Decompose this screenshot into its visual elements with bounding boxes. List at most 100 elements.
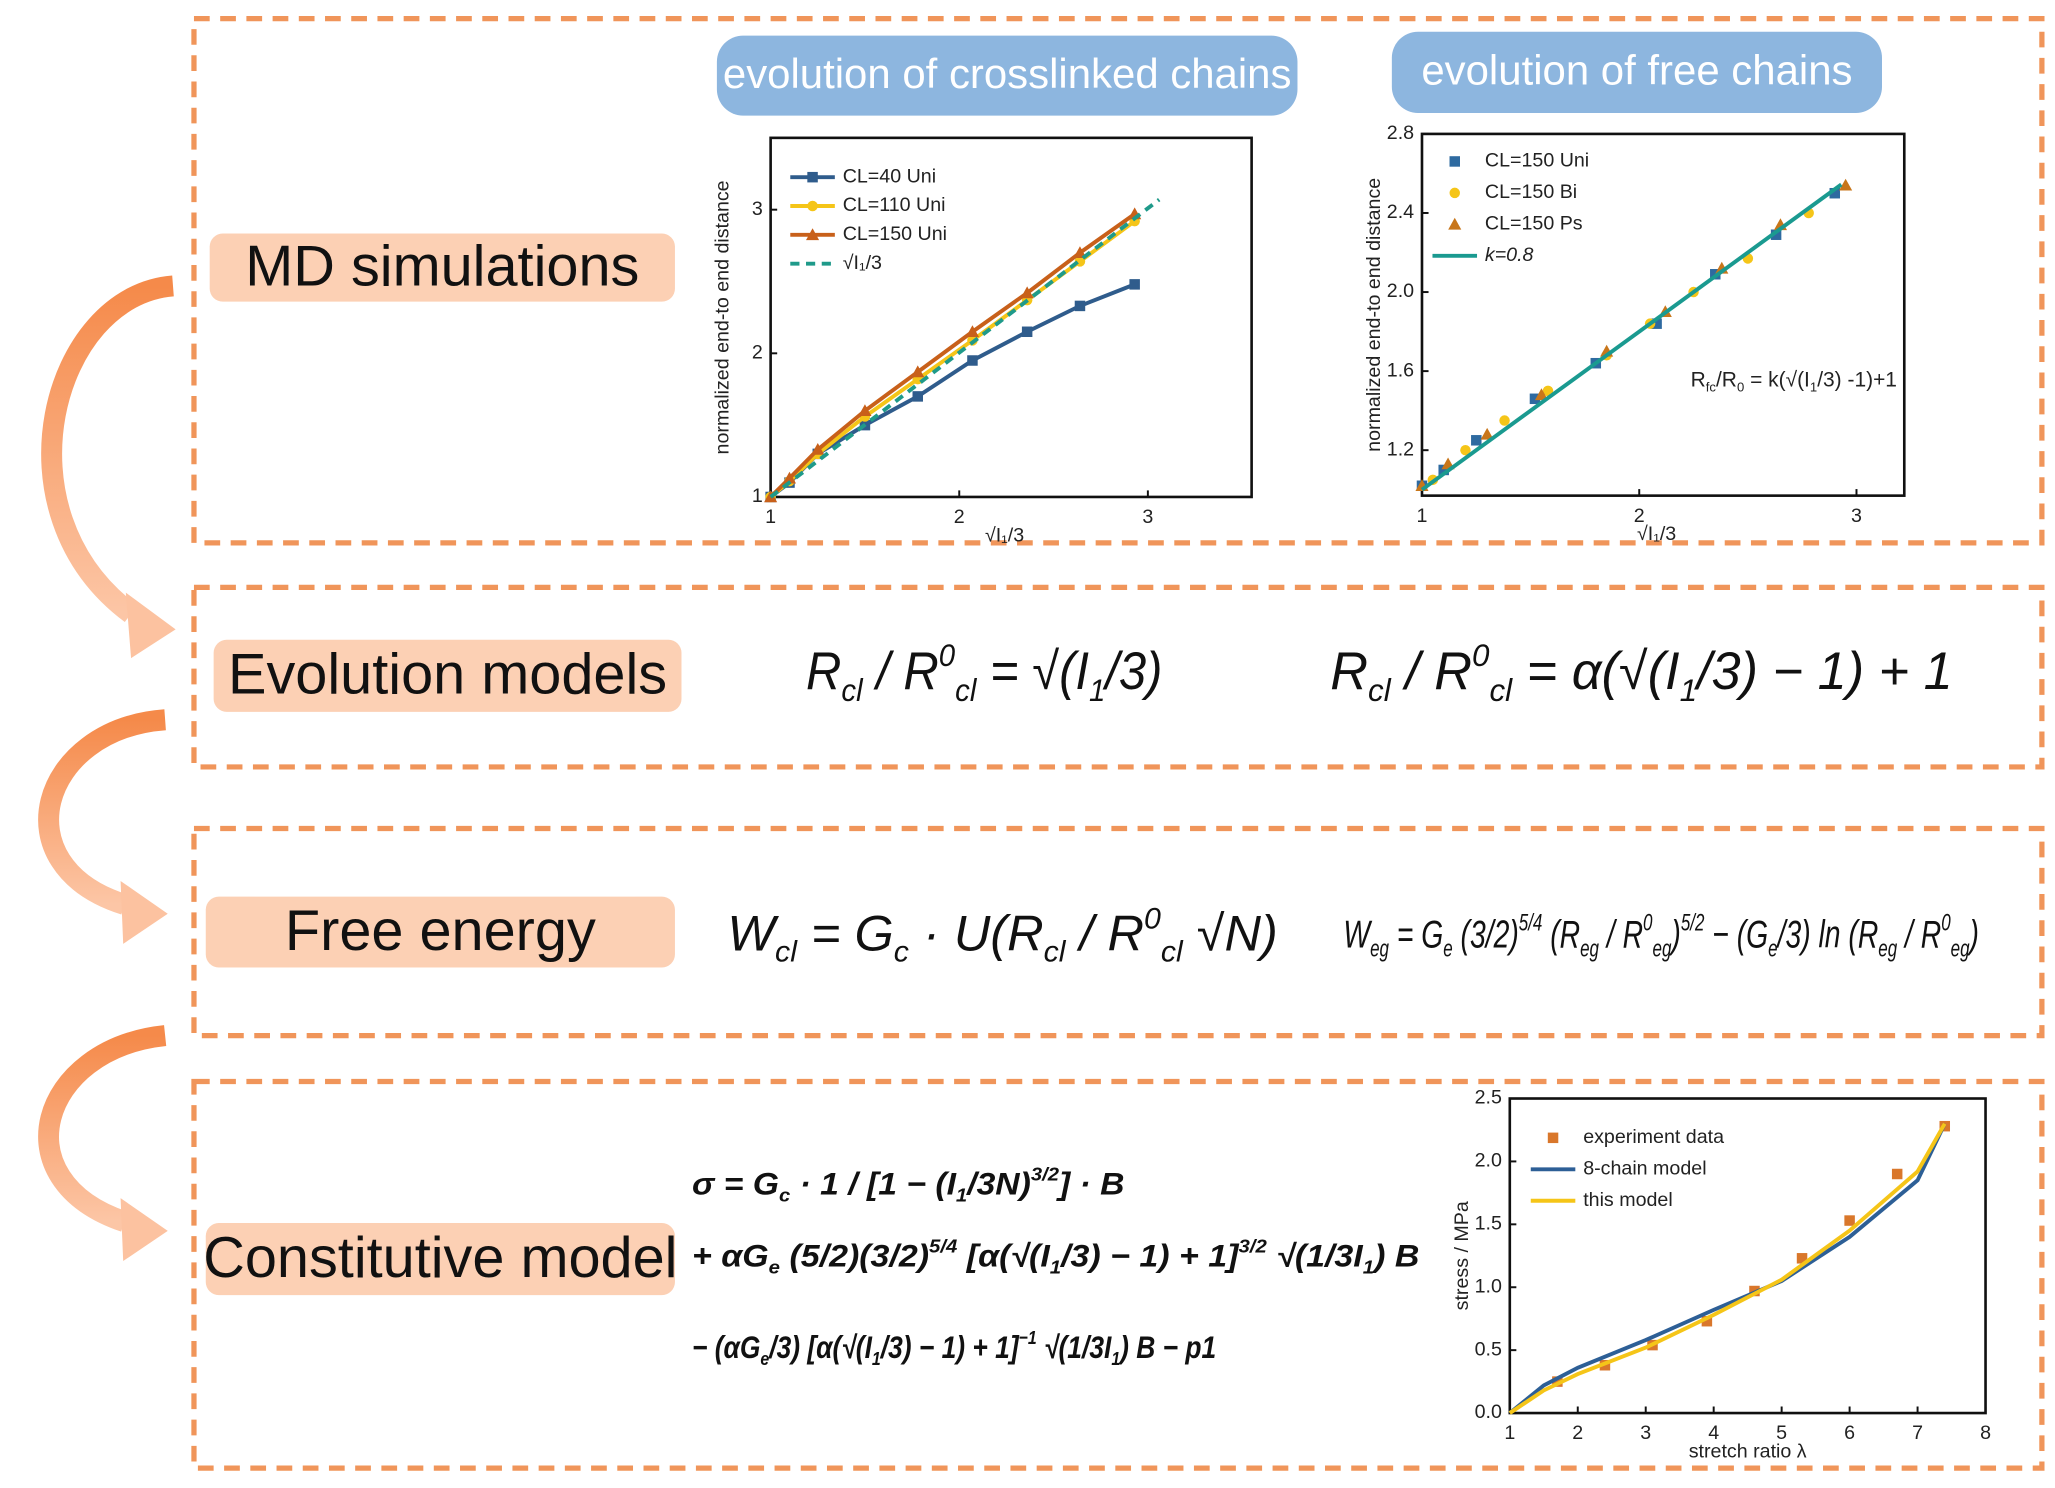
equation-part: c	[894, 936, 909, 969]
marker	[1438, 464, 1449, 476]
label-box	[205, 896, 675, 968]
y-tick-label: 2	[752, 342, 763, 364]
marker	[1770, 229, 1782, 240]
marker	[858, 404, 872, 417]
arrow	[38, 709, 167, 915]
equation-part: · U(R	[909, 905, 1044, 961]
marker	[1449, 156, 1460, 167]
equation-part: 5/2	[1681, 910, 1705, 936]
y-tick-label: 2.5	[1475, 1087, 1502, 1109]
equation-part: e	[1443, 936, 1452, 962]
label-box	[213, 639, 682, 712]
equation-part: cl	[775, 936, 798, 969]
equation-part: / R	[1897, 913, 1941, 957]
x-tick-label: 3	[1142, 506, 1153, 528]
marker	[1448, 217, 1462, 230]
equation-part: √(1/3I	[1267, 1239, 1364, 1274]
marker	[807, 171, 818, 183]
equation-part: (5/2)(3/2)	[780, 1239, 929, 1274]
equation-part: ] · B	[1056, 1167, 1125, 1202]
label-box	[205, 1223, 675, 1296]
equation-part: √(1/3I	[1037, 1330, 1113, 1365]
equation-part: cl	[1489, 673, 1513, 708]
x-tick-label: 4	[1708, 1422, 1719, 1444]
arrow-head	[120, 880, 168, 944]
series-line	[1508, 1122, 1947, 1415]
series-line	[1508, 1122, 1947, 1415]
marker	[1829, 187, 1841, 199]
marker	[1547, 1132, 1559, 1144]
annotation-part: 0	[1737, 379, 1744, 394]
equation-part: 0	[1941, 910, 1950, 936]
marker	[1460, 444, 1471, 456]
x-tick-label: 5	[1776, 1422, 1787, 1444]
panel	[191, 1078, 2045, 1471]
equation-part: 1	[1111, 1349, 1120, 1370]
annotation-part: /R	[1716, 368, 1737, 391]
legend-label: CL=150 Bi	[1485, 181, 1577, 203]
equation-part: 0	[1472, 638, 1490, 673]
plot-frame	[769, 136, 1253, 499]
marker	[811, 443, 825, 455]
equation-part: + αG	[692, 1239, 769, 1274]
equation-part: = √(I	[976, 643, 1089, 701]
equation-part: 0	[1643, 910, 1652, 936]
y-tick-label: 1.6	[1387, 359, 1414, 381]
equation-part: /3) ln (R	[1775, 913, 1878, 957]
arrow-head	[120, 1198, 168, 1262]
equation-part: /3) − 1) + 1]	[1059, 1239, 1240, 1274]
equation-part: 3/2	[1031, 1164, 1060, 1185]
equation-part: cl	[1044, 936, 1067, 969]
annotation-part: fc	[1706, 379, 1717, 394]
equation-part: /3N)	[965, 1167, 1031, 1202]
equation-part: 3/2	[1238, 1236, 1267, 1257]
equation: Wcl = Gc · U(Rcl / R0cl √N)	[727, 903, 1277, 969]
equation-part: · 1 / [1 − (I	[790, 1167, 957, 1202]
annotation-part: /3) -1)+1	[1817, 368, 1897, 391]
equation-part: 5/4	[929, 1236, 958, 1257]
marker	[806, 228, 820, 241]
equation-part: e	[769, 1257, 780, 1278]
series-line	[769, 198, 1161, 499]
label-box	[209, 233, 675, 302]
y-tick-label: 2.0	[1387, 280, 1414, 302]
x-tick-label: 3	[1851, 505, 1862, 527]
equation: Rcl / R0cl = α(√(I1/3) − 1) + 1	[1330, 638, 1953, 708]
marker	[1542, 385, 1554, 397]
arrow-head	[125, 592, 176, 659]
header-box	[1391, 31, 1883, 113]
y-tick-label: 1.2	[1387, 438, 1414, 460]
arrow	[38, 1025, 167, 1232]
marker	[912, 391, 923, 402]
equation-part: cl	[841, 673, 863, 708]
section-label: Evolution models	[228, 643, 667, 707]
equation-part: W	[727, 905, 779, 961]
marker	[1020, 286, 1034, 299]
y-tick-label: 2.4	[1387, 201, 1414, 223]
equation-part: e	[760, 1349, 769, 1370]
legend-label: √I₁/3	[843, 252, 882, 274]
x-axis-label: stretch ratio λ	[1689, 1441, 1807, 1463]
marker	[1529, 393, 1541, 405]
x-tick-label: 7	[1912, 1422, 1923, 1444]
equation-part: ) B − p1	[1118, 1330, 1217, 1365]
marker	[807, 200, 818, 212]
equation-part: = G	[1389, 913, 1443, 957]
equation-part: −1	[1019, 1328, 1037, 1349]
equation: Weg = Ge (3/2)5/4 (Reg / R0 eg)5/2 − (Ge/…	[1343, 910, 1979, 962]
x-axis-label: √I₁/3	[985, 524, 1024, 546]
y-tick-label: 0.5	[1475, 1338, 1502, 1360]
legend-label: CL=40 Uni	[843, 165, 936, 187]
section-label: Constitutive model	[203, 1226, 677, 1290]
equation-part: e	[1768, 936, 1777, 962]
panel	[191, 584, 2045, 770]
arrows	[38, 275, 175, 1232]
marker	[1534, 388, 1549, 401]
equation-part: / R	[1599, 913, 1643, 957]
header: evolution of crosslinked chains	[723, 50, 1292, 97]
equation-part: eg	[1951, 936, 1970, 962]
marker	[1796, 1253, 1808, 1264]
panels	[191, 15, 2045, 1471]
